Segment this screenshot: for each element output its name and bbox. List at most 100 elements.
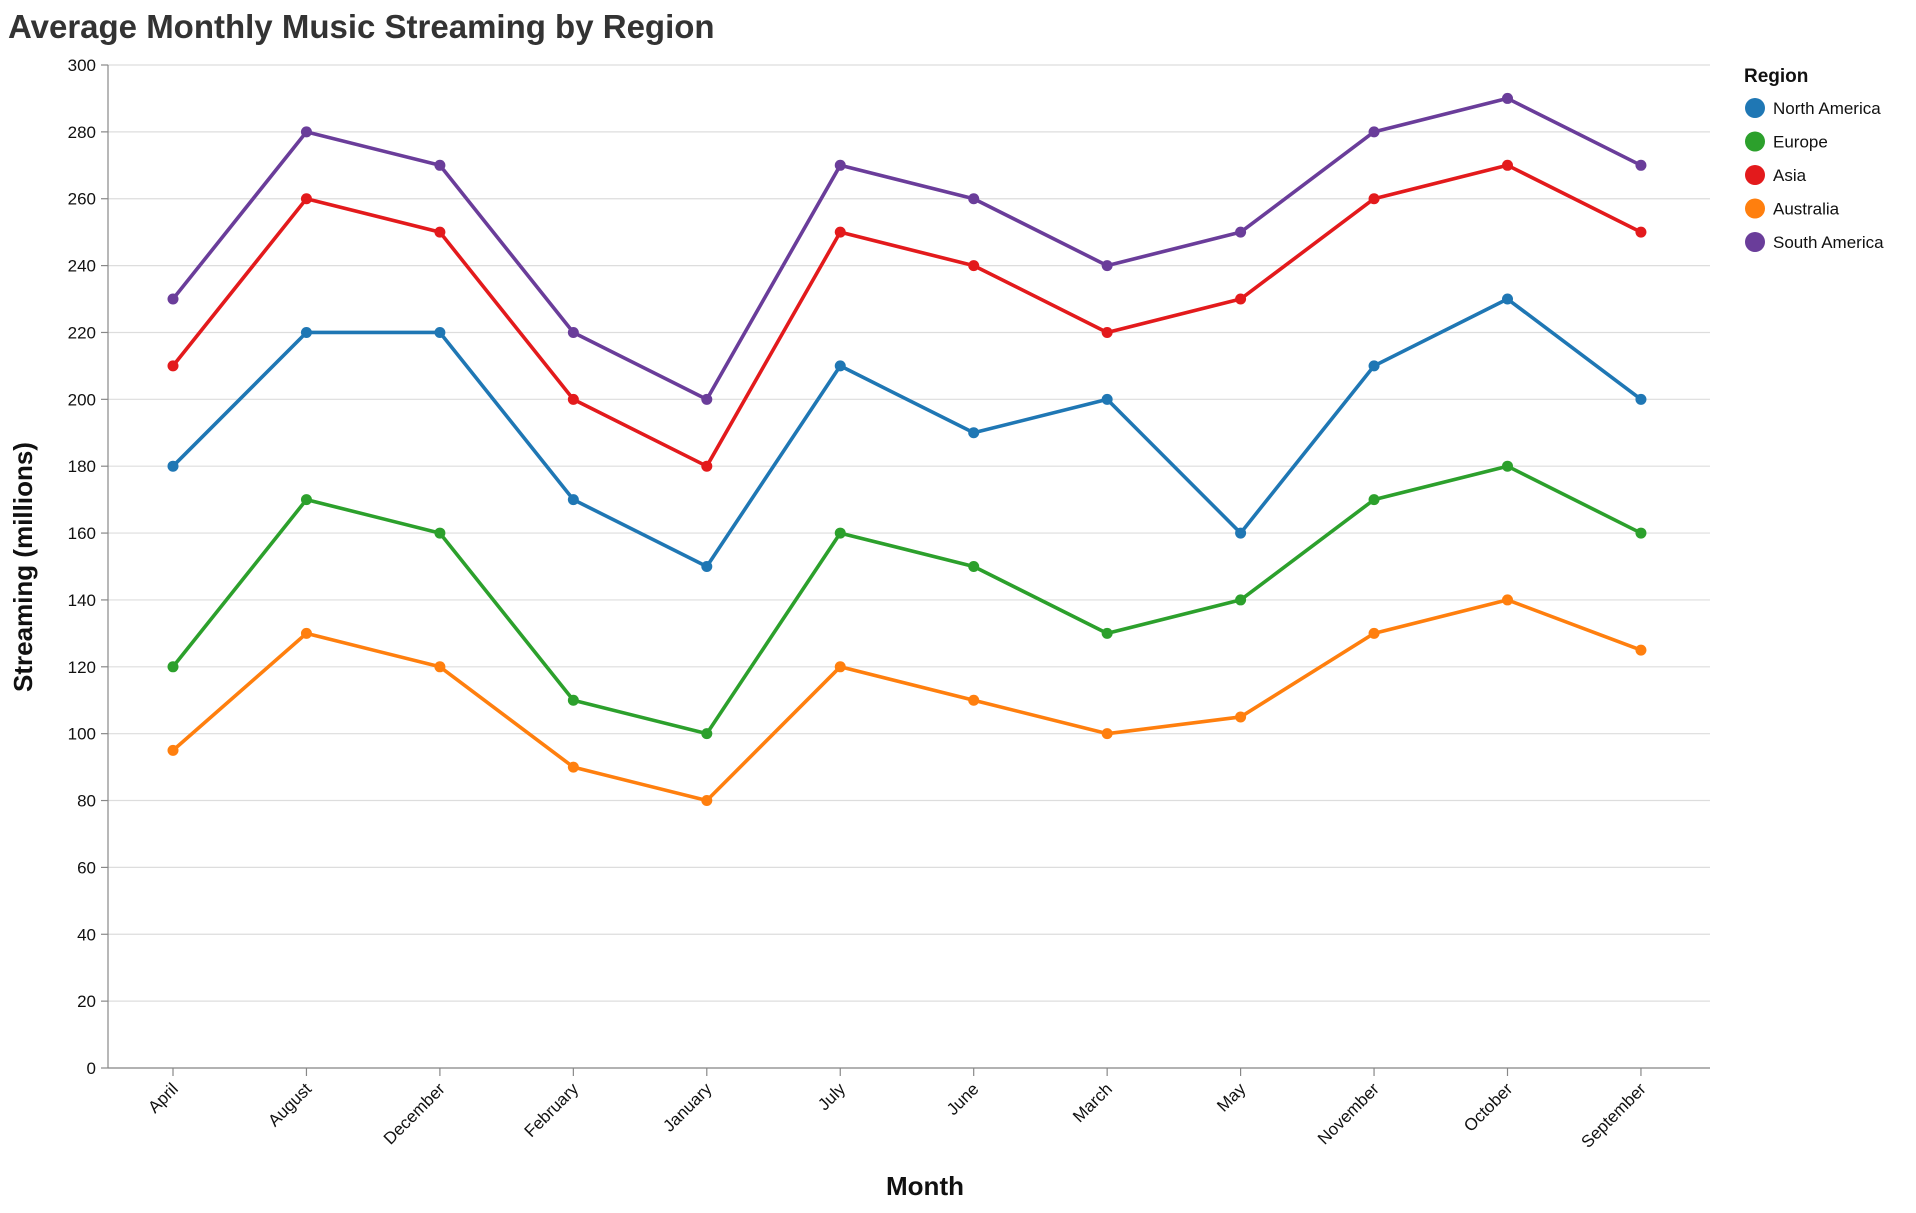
data-point[interactable] (1101, 627, 1113, 639)
data-point[interactable] (701, 460, 713, 472)
data-point[interactable] (300, 126, 312, 138)
data-point[interactable] (434, 226, 446, 238)
series-asia (167, 159, 1647, 472)
data-point[interactable] (968, 694, 980, 706)
data-point[interactable] (1235, 293, 1247, 305)
legend-label: South America (1773, 233, 1884, 252)
data-point[interactable] (1502, 159, 1513, 171)
data-point[interactable] (434, 527, 446, 539)
data-point[interactable] (834, 159, 846, 171)
y-tick-label: 280 (68, 123, 96, 142)
x-tick-label: August (264, 1079, 315, 1130)
data-point[interactable] (701, 728, 713, 740)
data-point[interactable] (1101, 260, 1113, 272)
y-tick-label: 300 (68, 56, 96, 75)
x-tick-label: November (1314, 1079, 1383, 1148)
x-tick-label: December (380, 1079, 449, 1148)
series-layer (167, 92, 1647, 807)
data-point[interactable] (701, 795, 713, 807)
data-point[interactable] (1635, 527, 1647, 539)
x-tick-label: February (521, 1079, 583, 1141)
series-north-america (167, 293, 1647, 572)
data-point[interactable] (567, 393, 579, 405)
data-point[interactable] (1635, 226, 1647, 238)
data-point[interactable] (968, 260, 980, 272)
y-tick-label: 140 (68, 591, 96, 610)
data-point[interactable] (300, 193, 312, 205)
data-point[interactable] (567, 761, 579, 773)
legend-label: Europe (1773, 133, 1828, 152)
data-point[interactable] (1368, 627, 1380, 639)
data-point[interactable] (434, 159, 446, 171)
data-point[interactable] (1502, 293, 1513, 305)
data-point[interactable] (434, 661, 446, 673)
data-point[interactable] (968, 427, 980, 439)
data-point[interactable] (167, 360, 179, 372)
data-point[interactable] (834, 661, 846, 673)
data-point[interactable] (567, 694, 579, 706)
legend-swatch (1745, 131, 1765, 152)
data-point[interactable] (1368, 360, 1380, 372)
y-tick-label: 20 (77, 992, 96, 1011)
x-tick-label: June (943, 1079, 983, 1119)
data-point[interactable] (1235, 711, 1247, 723)
y-tick-label: 160 (68, 524, 96, 543)
data-point[interactable] (701, 561, 713, 572)
grid-lines (108, 64, 1710, 1069)
data-point[interactable] (1101, 326, 1113, 338)
y-tick-label: 120 (68, 658, 96, 677)
data-point[interactable] (968, 561, 980, 572)
data-point[interactable] (1502, 460, 1513, 472)
data-point[interactable] (834, 226, 846, 238)
legend-label: North America (1773, 99, 1881, 118)
legend-item[interactable]: Asia (1745, 165, 1807, 185)
data-point[interactable] (701, 393, 713, 405)
data-point[interactable] (567, 494, 579, 506)
data-point[interactable] (1635, 644, 1647, 656)
data-point[interactable] (300, 326, 312, 338)
x-tick-label: March (1069, 1079, 1116, 1126)
data-point[interactable] (567, 326, 579, 338)
legend-item[interactable]: Europe (1745, 131, 1828, 152)
data-point[interactable] (1235, 527, 1247, 539)
data-point[interactable] (1235, 226, 1247, 238)
series-australia (167, 594, 1647, 807)
data-point[interactable] (1101, 728, 1113, 740)
data-point[interactable] (1502, 594, 1513, 606)
x-tick-label: April (144, 1079, 181, 1116)
data-point[interactable] (834, 360, 846, 372)
y-tick-label: 40 (77, 925, 96, 944)
data-point[interactable] (167, 661, 179, 673)
legend-item[interactable]: South America (1745, 232, 1884, 252)
data-point[interactable] (968, 193, 980, 205)
data-point[interactable] (834, 527, 846, 539)
legend-title: Region (1744, 66, 1808, 87)
series-line (171, 297, 1643, 569)
data-point[interactable] (300, 494, 312, 506)
y-tick-label: 60 (77, 858, 96, 877)
legend-item[interactable]: Australia (1745, 198, 1840, 219)
data-point[interactable] (434, 326, 446, 338)
data-point[interactable] (167, 293, 179, 305)
x-tick-label: July (814, 1079, 849, 1114)
data-point[interactable] (1235, 594, 1247, 606)
y-tick-label: 220 (68, 323, 96, 342)
data-point[interactable] (1368, 193, 1380, 205)
data-point[interactable] (1635, 159, 1647, 171)
legend-label: Australia (1773, 200, 1840, 219)
data-point[interactable] (1368, 494, 1380, 506)
y-tick-label: 80 (77, 792, 96, 811)
legend-label: Asia (1773, 166, 1807, 185)
y-tick-label: 180 (68, 457, 96, 476)
legend-item[interactable]: North America (1745, 98, 1881, 118)
x-tick-label: October (1460, 1079, 1516, 1135)
data-point[interactable] (1502, 92, 1513, 104)
series-south-america (167, 92, 1647, 405)
data-point[interactable] (1635, 393, 1647, 405)
data-point[interactable] (300, 627, 312, 639)
data-point[interactable] (1368, 126, 1380, 138)
data-point[interactable] (1101, 393, 1113, 405)
data-point[interactable] (167, 744, 179, 756)
data-point[interactable] (167, 460, 179, 472)
